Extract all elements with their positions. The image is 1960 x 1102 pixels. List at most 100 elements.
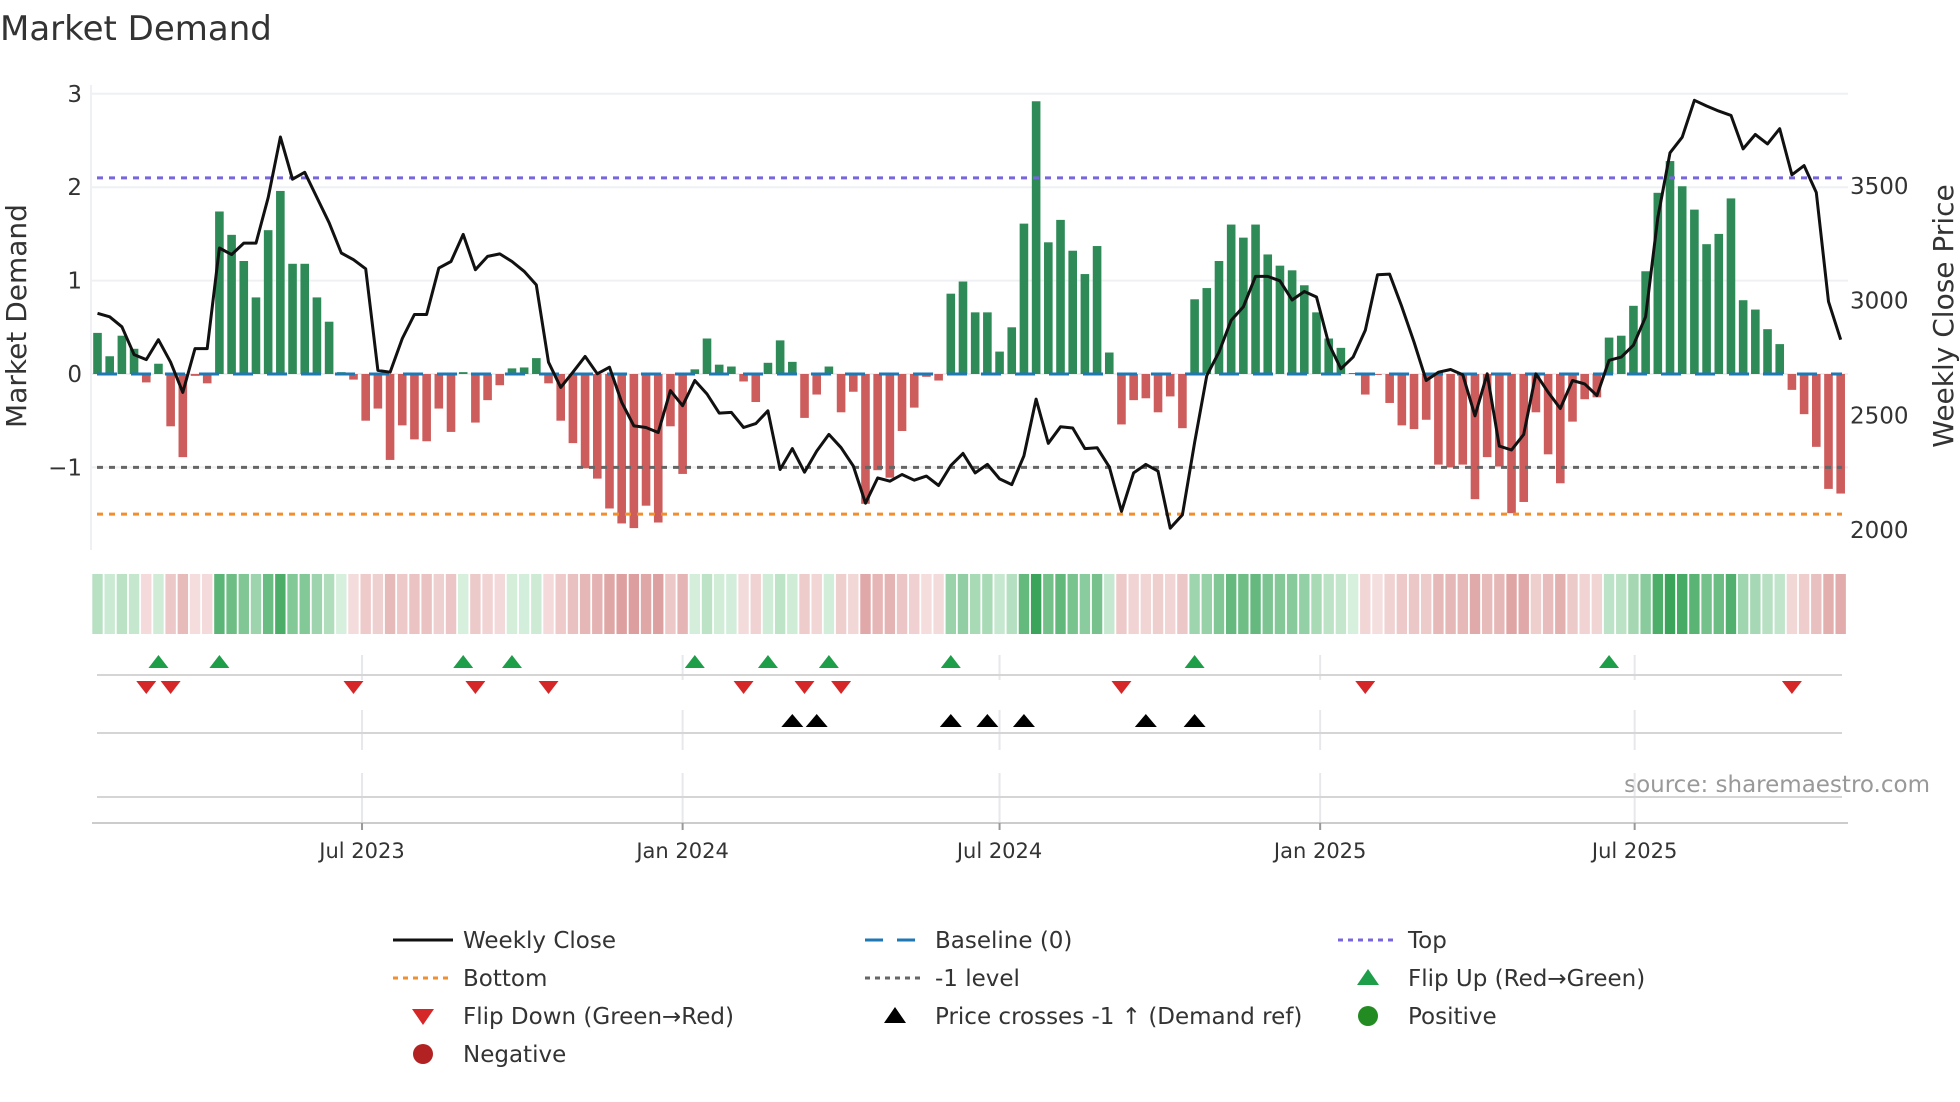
heat-cell xyxy=(1640,574,1651,634)
heat-cell xyxy=(445,574,457,634)
legend-label: Weekly Close xyxy=(463,928,616,954)
negative-demand-bar xyxy=(422,374,431,442)
heat-cell xyxy=(969,574,981,634)
negative-demand-bar xyxy=(1519,374,1529,502)
heat-cell xyxy=(92,574,103,634)
negative-demand-bar xyxy=(1434,374,1443,465)
positive-demand-bar xyxy=(1641,271,1650,374)
positive-demand-bar xyxy=(1044,242,1053,374)
heat-cell xyxy=(1201,574,1212,634)
positive-demand-bar xyxy=(1714,233,1724,374)
flip-up-marker xyxy=(1184,655,1205,668)
legend-item: Positive xyxy=(1358,1004,1497,1030)
heat-cell xyxy=(1652,574,1664,634)
heat-cell xyxy=(1189,574,1200,634)
heat-cell xyxy=(567,574,579,634)
negative-demand-bar xyxy=(544,374,553,384)
negative-demand-bar xyxy=(1580,374,1589,400)
negative-demand-bar xyxy=(202,374,212,384)
positive-demand-bar xyxy=(1763,329,1772,374)
negative-demand-bar xyxy=(373,374,383,409)
heat-cell xyxy=(726,574,737,634)
x-tick-label: Jul 2025 xyxy=(1590,839,1677,863)
heat-cell xyxy=(1811,574,1822,634)
heat-cell xyxy=(104,574,115,634)
heat-cell xyxy=(1786,574,1798,634)
negative-demand-bar xyxy=(1129,374,1138,401)
heat-cell xyxy=(884,574,896,634)
heat-cell xyxy=(311,574,323,634)
flip-down-marker xyxy=(465,681,486,694)
heat-cell xyxy=(141,574,152,634)
heat-cell xyxy=(262,574,274,634)
heat-cell xyxy=(1238,574,1249,634)
axis-ticks: 3 2 1 0 −1 3500 3000 2500 2000 Jul 2023 Jan 2024 Ju… xyxy=(48,82,1908,863)
price-cross-marker xyxy=(1134,714,1157,727)
positive-demand-bar xyxy=(458,372,468,374)
heat-cell xyxy=(153,574,164,634)
heat-cell xyxy=(458,574,469,634)
heat-cell xyxy=(518,574,530,634)
heat-cell xyxy=(1079,574,1091,634)
heat-cell xyxy=(713,574,725,634)
heat-cell xyxy=(1323,574,1334,634)
positive-demand-bar xyxy=(1312,312,1321,374)
negative-demand-bar xyxy=(1141,374,1151,399)
positive-demand-bar xyxy=(1348,373,1358,374)
negative-demand-bar xyxy=(1397,374,1407,426)
positive-demand-bar xyxy=(958,281,968,374)
positive-demand-bar xyxy=(1031,101,1041,374)
price-cross-marker xyxy=(1012,714,1035,727)
legend: Weekly Close Baseline (0) Top Bottom -1 leve… xyxy=(393,928,1645,1068)
heat-cell xyxy=(787,574,798,634)
positive-demand-bar xyxy=(1775,344,1785,374)
flip-down-marker xyxy=(343,681,364,694)
negative-demand-bar xyxy=(1117,374,1126,425)
heat-cell xyxy=(665,574,676,634)
heat-cell xyxy=(1128,574,1139,634)
positive-demand-bar xyxy=(775,340,785,374)
heat-cell xyxy=(1542,574,1554,634)
heat-cell xyxy=(1091,574,1103,634)
heat-cell xyxy=(250,574,262,634)
heat-cell xyxy=(384,574,396,634)
flip-down-marker xyxy=(1355,681,1376,694)
heat-cell xyxy=(1030,574,1042,634)
positive-demand-bar xyxy=(1726,198,1736,374)
positive-demand-bar xyxy=(324,321,334,374)
heat-cell xyxy=(1055,574,1066,634)
legend-item: Negative xyxy=(413,1042,566,1068)
heat-cell xyxy=(1518,574,1529,634)
negative-demand-bar xyxy=(739,374,748,382)
heat-cell xyxy=(750,574,761,634)
negative-demand-bar xyxy=(397,374,407,426)
heat-cell xyxy=(128,574,140,634)
positive-demand-bar xyxy=(1275,265,1285,374)
heat-cell xyxy=(1262,574,1273,634)
legend-item: Price crosses -1 ↑ (Demand ref) xyxy=(884,1004,1302,1030)
positive-demand-bar xyxy=(1751,309,1760,374)
heat-cell xyxy=(860,574,871,634)
legend-circle-icon xyxy=(413,1044,433,1064)
legend-item: Flip Up (Red→Green) xyxy=(1357,966,1645,992)
heat-cell xyxy=(1408,574,1420,634)
heat-cell xyxy=(1165,574,1176,634)
negative-demand-bar xyxy=(1507,374,1516,514)
price-cross-marker xyxy=(976,714,999,727)
heat-cell xyxy=(165,574,176,634)
heat-cell xyxy=(1725,574,1737,634)
heat-cell xyxy=(555,574,566,634)
heat-cell xyxy=(214,574,225,634)
heat-cell xyxy=(1750,574,1761,634)
positive-demand-bar xyxy=(1677,186,1687,374)
negative-demand-bar xyxy=(1836,374,1845,494)
heat-cell xyxy=(360,574,371,634)
flip-down-marker xyxy=(538,681,559,694)
heat-cell xyxy=(1360,574,1371,634)
negative-demand-bar xyxy=(385,374,395,460)
positive-demand-bar xyxy=(239,260,249,374)
negative-demand-bar xyxy=(580,374,590,469)
negative-demand-bar xyxy=(1824,374,1833,489)
x-tick-label: Jul 2024 xyxy=(955,839,1042,863)
heat-cell xyxy=(957,574,969,634)
